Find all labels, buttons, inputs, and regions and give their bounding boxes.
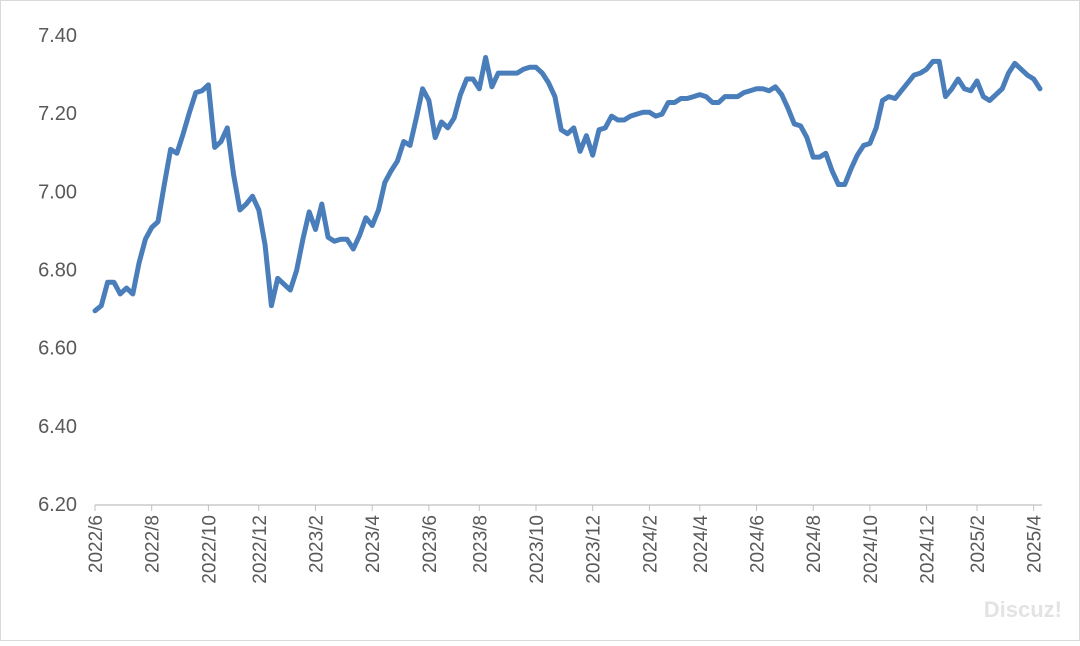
y-tick-label: 6.20 — [38, 494, 77, 516]
y-tick-label: 6.60 — [38, 338, 77, 360]
x-tick-label: 2024/8 — [804, 515, 825, 573]
x-tick-label: 2024/2 — [640, 515, 661, 573]
x-tick-label: 2022/10 — [199, 515, 220, 584]
x-tick-label: 2023/12 — [584, 515, 605, 584]
x-tick-label: 2024/4 — [691, 515, 712, 574]
y-tick-label: 6.40 — [38, 416, 77, 438]
y-tick-label: 6.80 — [38, 260, 77, 282]
y-tick-label: 7.20 — [38, 103, 77, 125]
x-tick-label: 2023/10 — [527, 515, 548, 584]
x-tick-label: 2024/10 — [861, 515, 882, 584]
x-tick-label: 2022/8 — [143, 515, 164, 573]
watermark: Discuz! — [984, 597, 1062, 622]
y-tick-label: 7.00 — [38, 181, 77, 203]
x-tick-label: 2023/2 — [307, 515, 328, 573]
y-tick-label: 7.40 — [38, 25, 77, 47]
data-line — [92, 55, 1043, 314]
x-tick-label: 2024/6 — [748, 515, 769, 573]
x-tick-label: 2023/6 — [420, 515, 441, 573]
x-tick-label: 2023/8 — [470, 515, 491, 573]
x-tick-label: 2025/2 — [968, 515, 989, 573]
x-tick-label: 2023/4 — [363, 515, 384, 574]
x-tick-label: 2022/12 — [250, 515, 271, 584]
x-tick-label: 2022/6 — [86, 515, 107, 573]
x-tick-label: 2024/12 — [918, 515, 939, 584]
x-tick-label: 2025/4 — [1025, 515, 1046, 574]
